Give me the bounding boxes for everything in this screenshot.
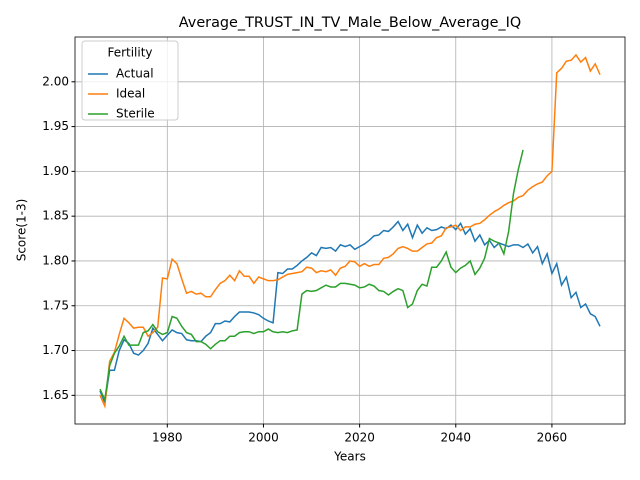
- x-tick-label: 2000: [248, 431, 279, 445]
- y-tick-label: 1.95: [42, 119, 69, 133]
- x-tick-label: 2060: [537, 431, 568, 445]
- y-axis-label: Score(1-3): [15, 199, 29, 262]
- y-tick-label: 1.70: [42, 343, 69, 357]
- legend-box: [81, 40, 179, 121]
- legend-title: Fertility: [107, 46, 152, 60]
- y-tick-label: 1.75: [42, 298, 69, 312]
- y-tick-label: 1.80: [42, 253, 69, 267]
- chart-title: Average_TRUST_IN_TV_Male_Below_Average_I…: [179, 15, 521, 31]
- plot-frame: [74, 36, 626, 425]
- y-tick-label: 1.90: [42, 164, 69, 178]
- legend-label: Actual: [116, 67, 154, 81]
- x-tick-label: 2040: [440, 431, 471, 445]
- y-tick-label: 1.65: [42, 388, 69, 402]
- legend: Fertility Actual Ideal Sterile: [81, 40, 179, 121]
- y-tick-label: 1.85: [42, 209, 69, 223]
- x-tick-label: 1980: [152, 431, 183, 445]
- x-axis-label: Years: [333, 450, 366, 464]
- series-line: [99, 220, 601, 406]
- y-tick-label: 2.00: [42, 74, 69, 88]
- series-line: [99, 53, 601, 409]
- legend-label: Ideal: [116, 87, 145, 101]
- x-tick-label: 2020: [344, 431, 375, 445]
- series-line: [99, 149, 524, 403]
- legend-label: Sterile: [116, 107, 155, 121]
